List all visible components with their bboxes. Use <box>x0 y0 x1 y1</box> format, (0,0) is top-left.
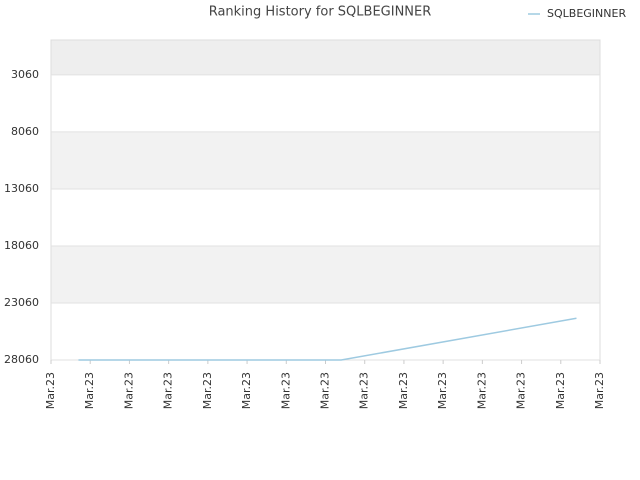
x-tick-label: Mar.23 <box>554 372 567 409</box>
x-tick-label: Mar.23 <box>515 372 528 409</box>
x-tick-label: Mar.23 <box>44 372 57 409</box>
plot-frame <box>50 39 601 361</box>
band <box>51 245 600 303</box>
x-tick-label: Mar.23 <box>201 372 214 409</box>
x-tick-label: Mar.23 <box>319 372 332 409</box>
y-tick-label: 13060 <box>4 182 39 195</box>
y-tick-label: 23060 <box>4 296 39 309</box>
y-tick-label: 3060 <box>11 68 39 81</box>
legend-label: SQLBEGINNER <box>547 7 626 20</box>
x-tick-label: Mar.23 <box>475 372 488 409</box>
x-tick-label: Mar.23 <box>397 372 410 409</box>
x-tick-label: Mar.23 <box>593 372 606 409</box>
x-tick-label: Mar.23 <box>83 372 96 409</box>
y-tick-label: 18060 <box>4 239 39 252</box>
band <box>51 40 600 75</box>
y-tick-label: 8060 <box>11 125 39 138</box>
x-tick-label: Mar.23 <box>279 372 292 409</box>
chart-title: Ranking History for SQLBEGINNER <box>209 5 432 20</box>
y-tick-label: 28060 <box>4 353 39 366</box>
x-tick-label: Mar.23 <box>358 372 371 409</box>
series-line <box>78 317 577 361</box>
x-tick-label: Mar.23 <box>122 372 135 409</box>
band <box>51 131 600 189</box>
x-tick-label: Mar.23 <box>436 372 449 409</box>
x-tick-label: Mar.23 <box>162 372 175 409</box>
x-tick-label: Mar.23 <box>240 372 253 409</box>
